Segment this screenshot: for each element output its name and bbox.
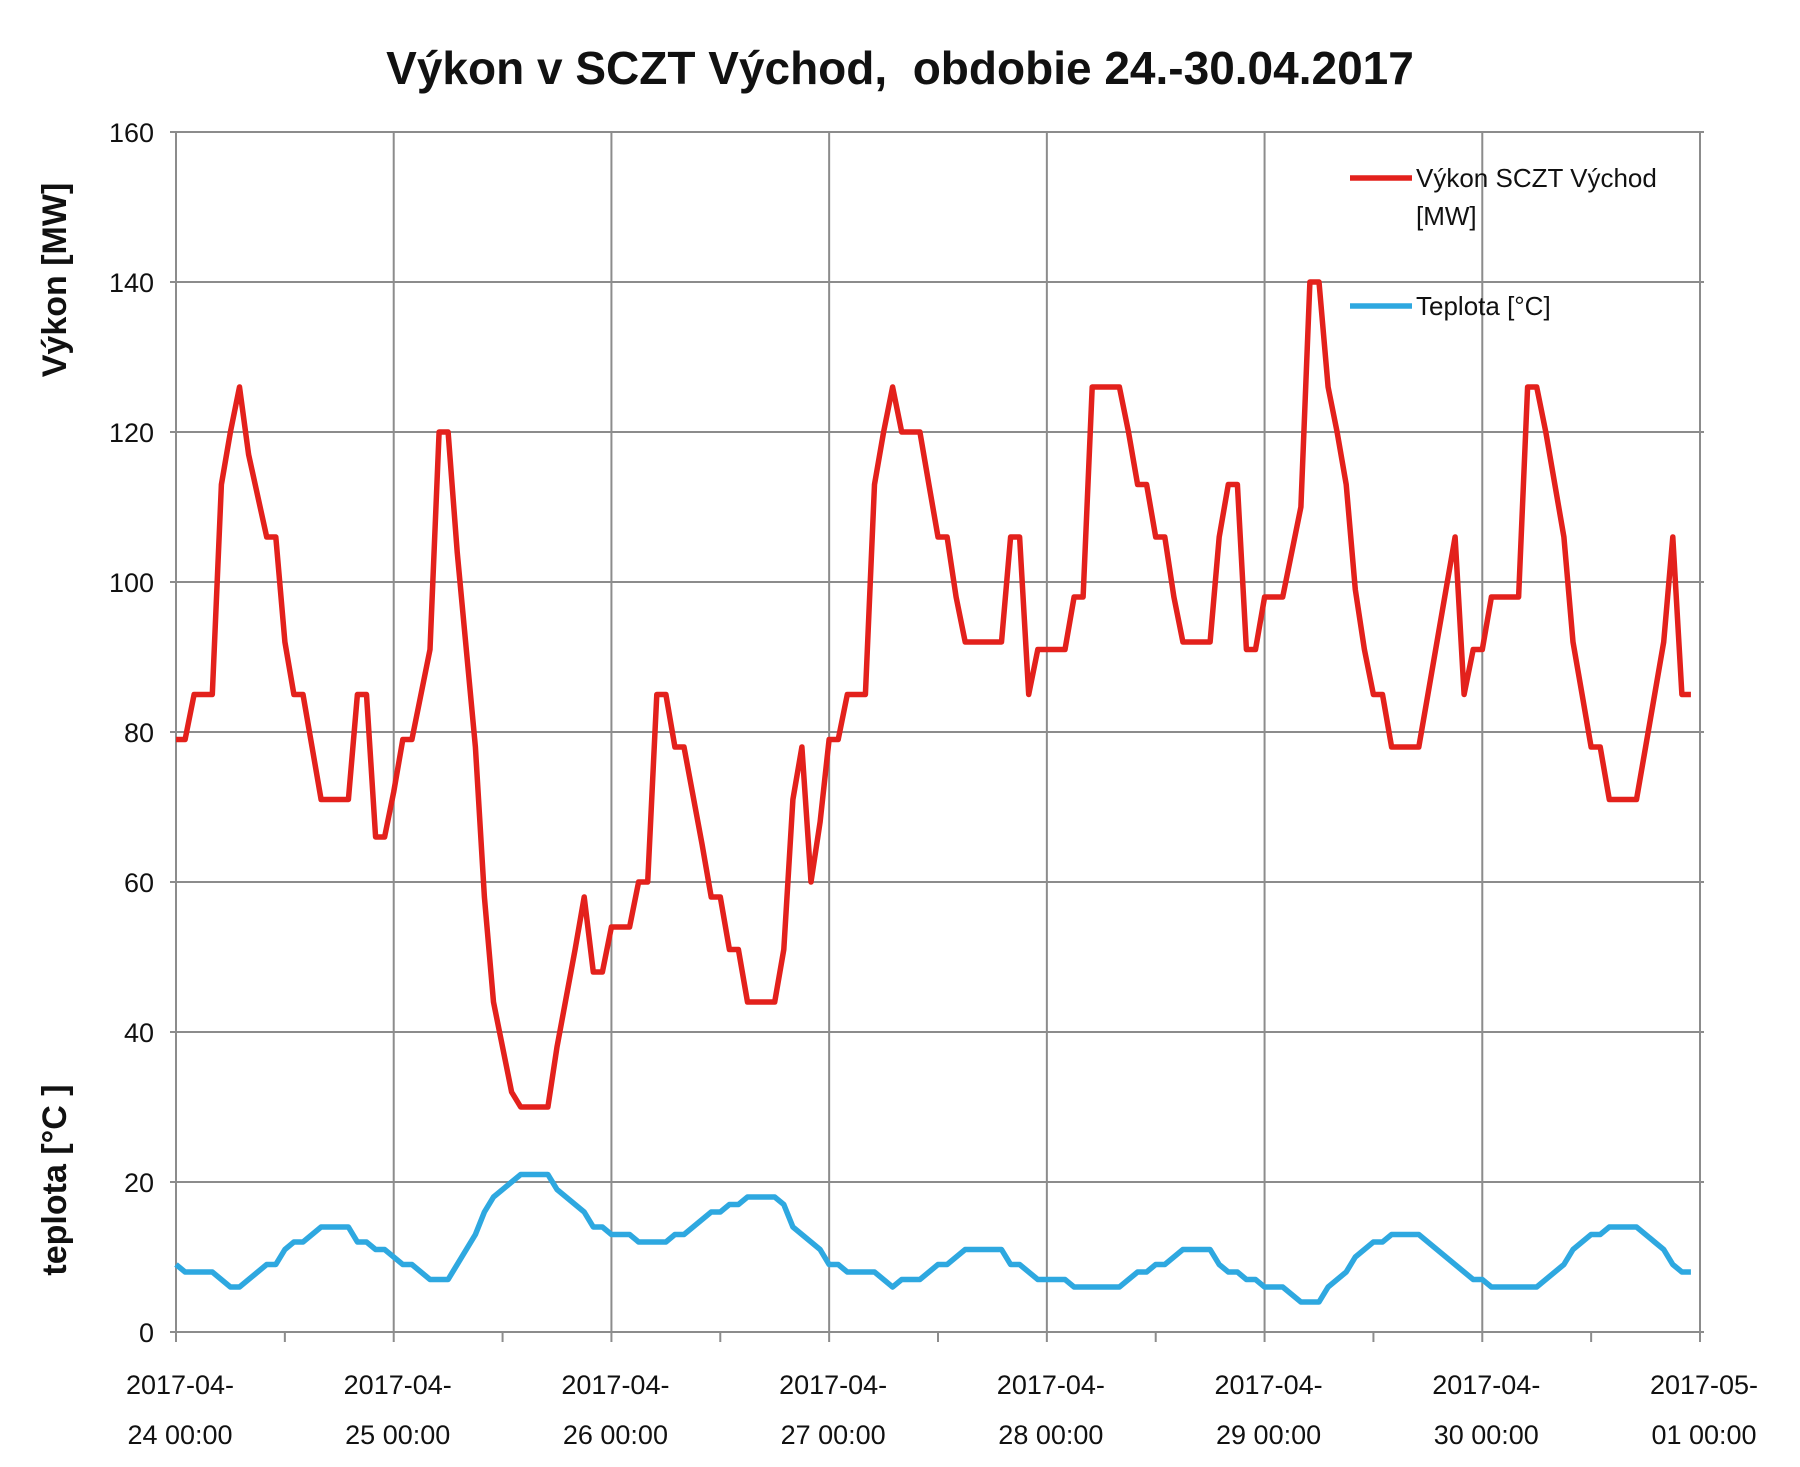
x-tick-label: 2017-04-28 00:00 bbox=[997, 1370, 1105, 1450]
y-axis-label: Výkon [MW] bbox=[36, 183, 74, 378]
y-tick-label: 20 bbox=[124, 1168, 154, 1198]
y-tick-label: 0 bbox=[139, 1318, 154, 1348]
y-tick-label: 80 bbox=[124, 718, 154, 748]
series-line-teplota bbox=[176, 1175, 1691, 1303]
legend-label: Výkon SCZT Východ bbox=[1416, 163, 1657, 193]
y-tick-label: 160 bbox=[109, 118, 154, 148]
x-tick-label: 2017-04-24 00:00 bbox=[126, 1370, 234, 1450]
y-tick-label: 140 bbox=[109, 268, 154, 298]
y-tick-label: 120 bbox=[109, 418, 154, 448]
x-tick-label: 2017-04-26 00:00 bbox=[561, 1370, 669, 1450]
y-tick-label: 40 bbox=[124, 1018, 154, 1048]
x-tick-label: 2017-04-29 00:00 bbox=[1215, 1370, 1323, 1450]
y-tick-label: 60 bbox=[124, 868, 154, 898]
x-tick-label: 2017-04-27 00:00 bbox=[779, 1370, 887, 1450]
x-tick-label: 2017-04-25 00:00 bbox=[344, 1370, 452, 1450]
series-lines bbox=[176, 282, 1691, 1302]
legend: Výkon SCZT Východ [MW] Teplota [°C] bbox=[1350, 163, 1657, 321]
series-line-vykon bbox=[176, 282, 1691, 1107]
x-tick-labels: 2017-04-24 00:00 2017-04-25 00:00 2017-04-… bbox=[126, 1370, 1758, 1450]
y-tick-labels: 0 20 40 60 80 100 120 140 160 bbox=[109, 118, 154, 1348]
x-tick-label: 2017-05-01 00:00 bbox=[1650, 1370, 1758, 1450]
y-tick-label: 100 bbox=[109, 568, 154, 598]
chart-title: Výkon v SCZT Východ, obdobie 24.-30.04.2… bbox=[386, 42, 1414, 94]
y-axis-label-secondary: teplota [°C ] bbox=[36, 1084, 74, 1275]
x-tick-label: 2017-04-30 00:00 bbox=[1432, 1370, 1540, 1450]
legend-label: Teplota [°C] bbox=[1416, 291, 1551, 321]
legend-label: [MW] bbox=[1416, 201, 1477, 231]
